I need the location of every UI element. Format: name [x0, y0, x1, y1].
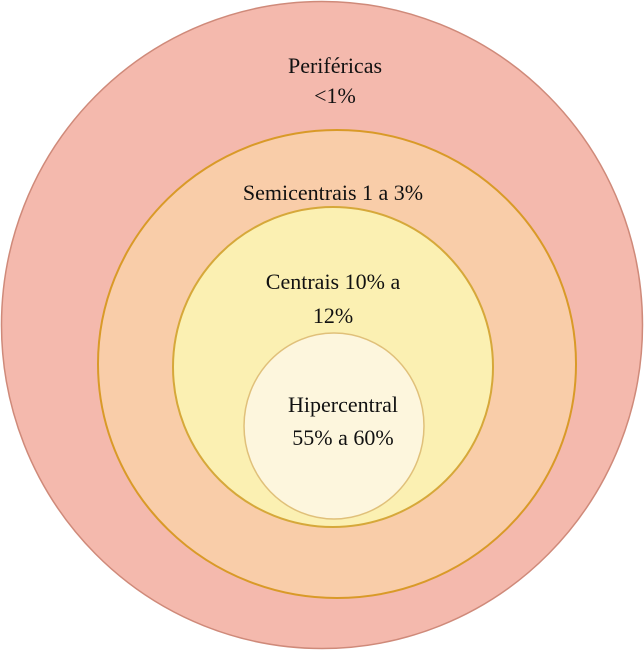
- label: Hipercentral: [288, 392, 398, 417]
- label: Semicentrais 1 a 3%: [243, 180, 423, 205]
- label: <1%: [314, 83, 356, 108]
- label: Centrais 10% a: [266, 269, 401, 294]
- hypercentral-circle: [243, 332, 425, 520]
- label: 12%: [313, 303, 353, 328]
- label: 55% a 60%: [292, 425, 393, 450]
- label: Periféricas: [288, 53, 382, 78]
